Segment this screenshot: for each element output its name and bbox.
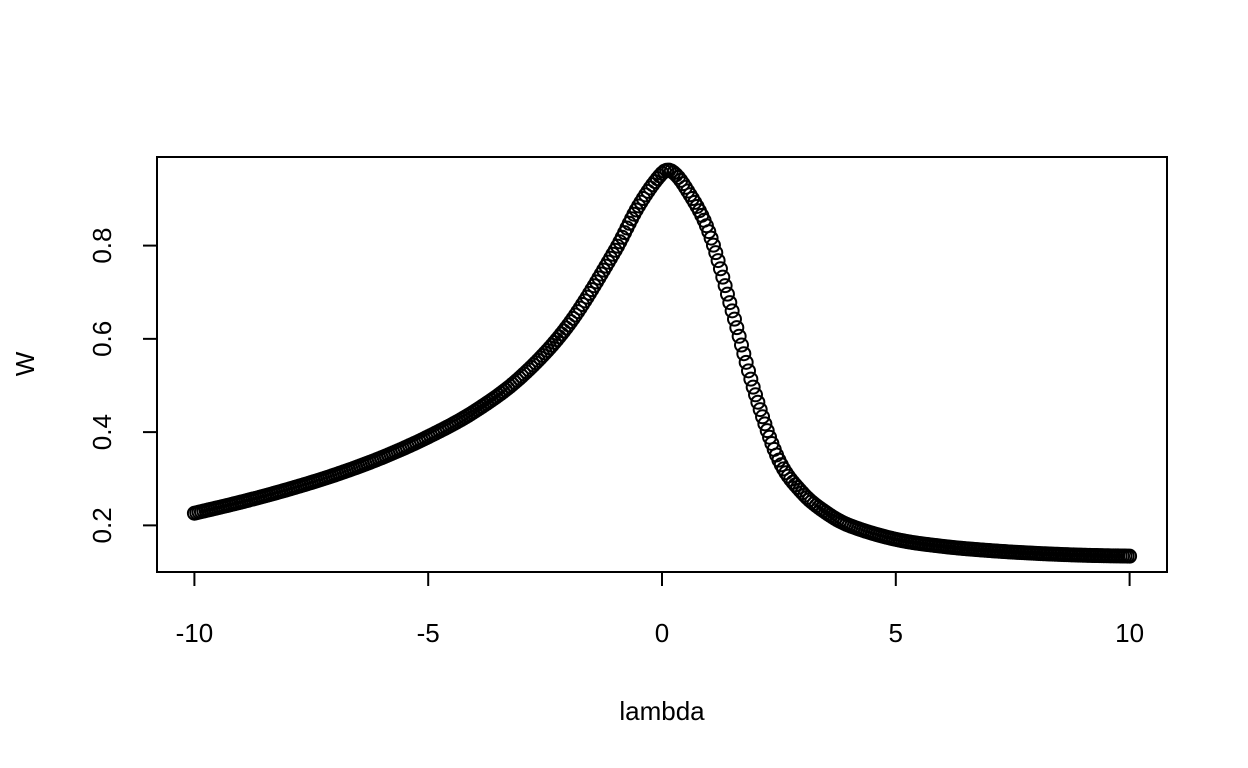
data-point (757, 416, 773, 432)
data-point (726, 311, 742, 327)
data-points (186, 162, 1138, 564)
x-axis-title: lambda (619, 696, 705, 726)
data-point (729, 320, 745, 336)
data-point (733, 337, 749, 353)
data-point (743, 371, 759, 387)
data-point (724, 303, 740, 319)
data-point (738, 354, 754, 370)
data-point (741, 363, 756, 379)
x-axis: -10 -5 0 5 10 (176, 571, 1144, 648)
data-point (1122, 548, 1138, 564)
y-tick-label: 0.4 (87, 414, 117, 450)
y-tick-label: 0.8 (87, 228, 117, 264)
data-point (755, 409, 771, 425)
data-point (715, 269, 731, 285)
data-point (750, 394, 766, 410)
y-axis-title: W (10, 351, 40, 376)
x-tick-label: 0 (655, 618, 669, 648)
data-point (701, 224, 717, 240)
x-tick-label: -5 (417, 618, 440, 648)
data-point (708, 245, 724, 261)
data-point (712, 261, 728, 277)
y-axis: 0.2 0.4 0.6 0.8 (87, 228, 158, 543)
data-point (719, 286, 735, 302)
x-tick-label: 10 (1115, 618, 1144, 648)
x-tick-label: 5 (889, 618, 903, 648)
data-point (752, 402, 768, 418)
data-point (748, 387, 764, 403)
y-tick-label: 0.6 (87, 321, 117, 357)
data-point (759, 423, 775, 439)
data-point (710, 253, 726, 269)
y-tick-label: 0.2 (87, 507, 117, 543)
plot-frame (156, 156, 1168, 573)
data-point (745, 379, 761, 395)
x-tick-label: -10 (176, 618, 214, 648)
data-point (736, 346, 752, 362)
data-point (705, 237, 721, 253)
data-point (703, 230, 719, 246)
data-point (731, 328, 747, 344)
data-point (722, 295, 738, 311)
data-point (717, 278, 733, 294)
